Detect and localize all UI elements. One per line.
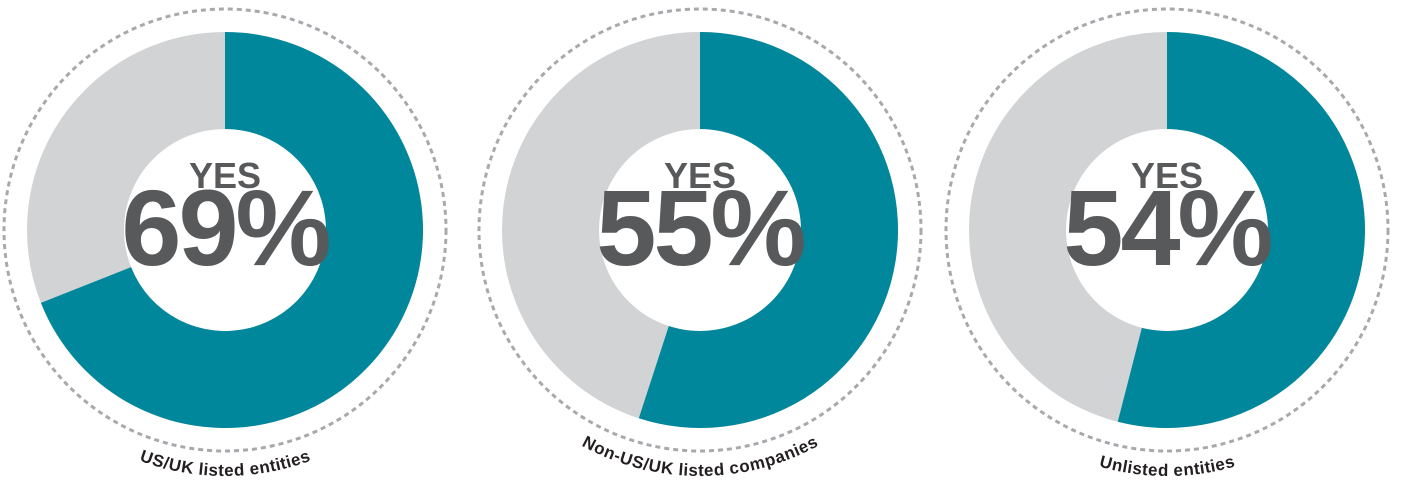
value-label: 54%: [1063, 167, 1271, 288]
value-label: 55%: [596, 167, 804, 288]
dashed-ring: [2, 7, 448, 453]
center-label: YES: [664, 155, 736, 196]
chart-label-text: Unlisted entities: [1098, 452, 1237, 480]
center-label: YES: [1131, 155, 1203, 196]
value-arc: [638, 32, 898, 429]
donut: 55%YES Non-US/UK listed companies: [477, 7, 923, 480]
value-arc: [40, 32, 423, 428]
dashed-ring: [477, 7, 923, 453]
chart-label: Non-US/UK listed companies: [579, 432, 820, 480]
chart-label-text: Non-US/UK listed companies: [579, 432, 820, 480]
donut: 54%YES Unlisted entities: [944, 7, 1390, 480]
value-arc: [1117, 32, 1365, 428]
chart-label: Unlisted entities: [1098, 452, 1237, 480]
center-label: YES: [189, 155, 261, 196]
dashed-ring: [944, 7, 1390, 453]
value-label: 69%: [121, 167, 329, 288]
